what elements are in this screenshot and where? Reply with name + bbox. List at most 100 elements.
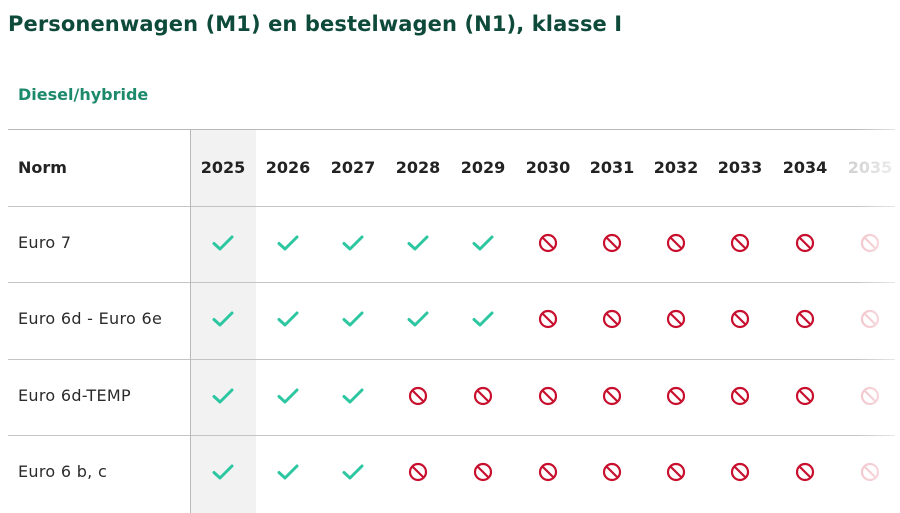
status-cell [838, 460, 895, 484]
prohibited-icon [730, 309, 750, 329]
table-row: Euro 6d-TEMP [8, 359, 895, 435]
status-cell [838, 307, 895, 331]
status-cell [644, 384, 708, 408]
status-cell [321, 231, 385, 255]
check-icon [407, 235, 429, 251]
norm-label: Euro 6 b, c [18, 462, 108, 481]
prohibited-icon [473, 462, 493, 482]
year-header-2026: 2026 [265, 158, 311, 177]
prohibited-icon [795, 462, 815, 482]
norm-column-header: Norm [18, 158, 67, 177]
status-cell [256, 231, 320, 255]
norm-label: Euro 6d-TEMP [18, 386, 131, 405]
prohibited-icon [666, 309, 686, 329]
status-cell [708, 231, 772, 255]
check-icon [407, 311, 429, 327]
prohibited-icon [408, 386, 428, 406]
prohibited-icon [473, 386, 493, 406]
status-cell [773, 307, 837, 331]
prohibited-icon [408, 462, 428, 482]
year-header-2030: 2030 [525, 158, 571, 177]
status-cell [321, 307, 385, 331]
prohibited-icon [730, 462, 750, 482]
status-cell [451, 460, 515, 484]
prohibited-icon [602, 309, 622, 329]
status-cell [256, 460, 320, 484]
norm-label: Euro 7 [18, 233, 72, 252]
status-cell [838, 384, 895, 408]
year-header-2027: 2027 [330, 158, 376, 177]
status-cell [321, 460, 385, 484]
status-cell [191, 384, 255, 408]
prohibited-icon [538, 386, 558, 406]
prohibited-icon [666, 462, 686, 482]
table-row: Euro 7 [8, 206, 895, 282]
prohibited-icon [666, 386, 686, 406]
status-cell [451, 307, 515, 331]
status-cell [644, 460, 708, 484]
table-header-row: Norm 2025 2026 2027 2028 2029 2030 2031 … [8, 129, 895, 207]
column-divider [190, 129, 191, 513]
prohibited-icon [602, 233, 622, 253]
status-cell [516, 460, 580, 484]
check-icon [342, 464, 364, 480]
prohibited-icon [538, 233, 558, 253]
prohibited-icon [730, 233, 750, 253]
status-cell [516, 231, 580, 255]
status-cell [451, 231, 515, 255]
status-cell [321, 384, 385, 408]
page-title: Personenwagen (M1) en bestelwagen (N1), … [8, 12, 623, 36]
status-cell [773, 384, 837, 408]
prohibited-icon [795, 386, 815, 406]
prohibited-icon [860, 309, 880, 329]
year-header-2028: 2028 [395, 158, 441, 177]
prohibited-icon [730, 386, 750, 406]
status-cell [773, 460, 837, 484]
prohibited-icon [795, 309, 815, 329]
prohibited-icon [860, 462, 880, 482]
status-cell [386, 460, 450, 484]
status-cell [516, 307, 580, 331]
year-header-2031: 2031 [589, 158, 635, 177]
row-divider [8, 435, 895, 436]
prohibited-icon [538, 309, 558, 329]
table-row: Euro 6 b, c [8, 435, 895, 511]
year-header-2029: 2029 [460, 158, 506, 177]
year-header-2034: 2034 [782, 158, 828, 177]
status-cell [773, 231, 837, 255]
check-icon [342, 388, 364, 404]
status-cell [580, 231, 644, 255]
status-cell [580, 384, 644, 408]
status-cell [838, 231, 895, 255]
check-icon [277, 311, 299, 327]
status-cell [256, 384, 320, 408]
check-icon [277, 235, 299, 251]
status-cell [191, 460, 255, 484]
year-header-2033: 2033 [717, 158, 763, 177]
year-header-2032: 2032 [653, 158, 699, 177]
section-subtitle: Diesel/hybride [18, 85, 149, 104]
emission-table: Norm 2025 2026 2027 2028 2029 2030 2031 … [8, 129, 895, 513]
prohibited-icon [860, 233, 880, 253]
prohibited-icon [538, 462, 558, 482]
check-icon [342, 235, 364, 251]
status-cell [386, 384, 450, 408]
check-icon [212, 235, 234, 251]
check-icon [277, 388, 299, 404]
status-cell [451, 384, 515, 408]
status-cell [644, 231, 708, 255]
status-cell [191, 307, 255, 331]
row-divider [8, 206, 895, 207]
check-icon [277, 464, 299, 480]
year-header-2025: 2025 [200, 158, 246, 177]
check-icon [472, 235, 494, 251]
prohibited-icon [795, 233, 815, 253]
status-cell [386, 307, 450, 331]
status-cell [516, 384, 580, 408]
norm-label: Euro 6d - Euro 6e [18, 309, 163, 328]
status-cell [386, 231, 450, 255]
status-cell [580, 307, 644, 331]
prohibited-icon [860, 386, 880, 406]
check-icon [472, 311, 494, 327]
prohibited-icon [602, 462, 622, 482]
